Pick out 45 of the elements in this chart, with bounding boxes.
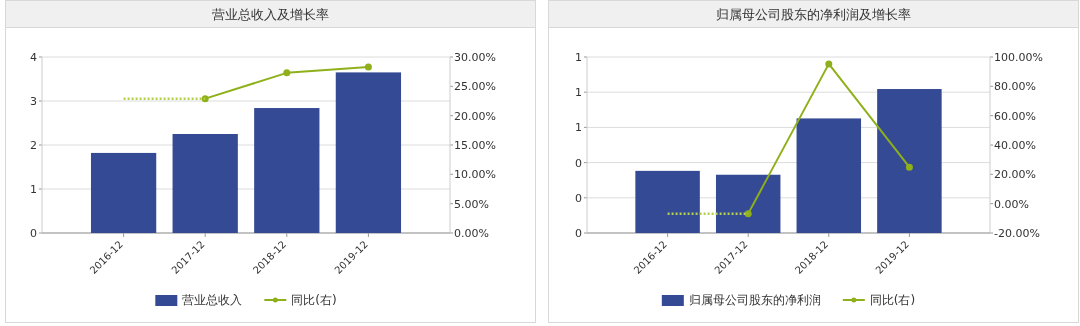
bar	[335, 72, 402, 233]
y-tick-label: 0	[575, 156, 582, 170]
point	[825, 60, 833, 68]
y2-tick-label: 10.00%	[454, 168, 496, 182]
legend-label: 同比(右)	[869, 293, 916, 307]
y2-tick-label: 25.00%	[454, 80, 496, 94]
y2-tick-label: 15.00%	[454, 139, 496, 152]
y2-tick-label: 5.00%	[454, 197, 489, 211]
y2-tick-label: 30.00%	[454, 51, 496, 64]
y-tick-label: 4	[30, 51, 37, 64]
y2-tick-label: 40.00%	[994, 139, 1036, 152]
legend-label: 同比(右)	[291, 293, 337, 307]
point	[744, 210, 752, 218]
y2-tick-label: 80.00%	[994, 80, 1036, 94]
y2-tick-label: 60.00%	[994, 109, 1036, 123]
y-tick-label: 1	[575, 51, 582, 64]
y-tick-label: 1	[575, 121, 582, 135]
y-tick-label: 2	[30, 139, 37, 152]
y-tick-label: 1	[30, 183, 37, 196]
point	[905, 163, 913, 171]
bar	[877, 89, 942, 233]
y2-tick-label: -20.00%	[994, 227, 1040, 240]
y-tick-label: 3	[30, 95, 37, 108]
y2-tick-label: 100.00%	[994, 51, 1043, 64]
y-tick-label: 0	[575, 227, 582, 240]
y2-tick-label: 0.00%	[994, 197, 1029, 211]
point	[201, 95, 209, 103]
chart-title: 营业总收入及增长率	[211, 7, 329, 22]
y2-tick-label: 20.00%	[454, 109, 496, 123]
chart-title: 归属母公司股东的净利润及增长率	[715, 7, 911, 22]
bar	[796, 118, 862, 233]
point	[364, 63, 372, 71]
bar	[715, 174, 781, 233]
y2-tick-label: 20.00%	[994, 168, 1036, 182]
y2-tick-label: 0.00%	[454, 227, 489, 240]
y-tick-label: 0	[30, 227, 37, 240]
bar	[254, 108, 320, 233]
legend-label: 归属母公司股东的净利润	[688, 293, 821, 307]
y-tick-label: 1	[575, 86, 582, 100]
bar	[172, 134, 238, 233]
bar	[90, 152, 157, 233]
y-tick-label: 0	[575, 191, 582, 205]
bar	[635, 170, 700, 233]
point	[283, 69, 291, 77]
legend-label: 营业总收入	[182, 293, 243, 307]
